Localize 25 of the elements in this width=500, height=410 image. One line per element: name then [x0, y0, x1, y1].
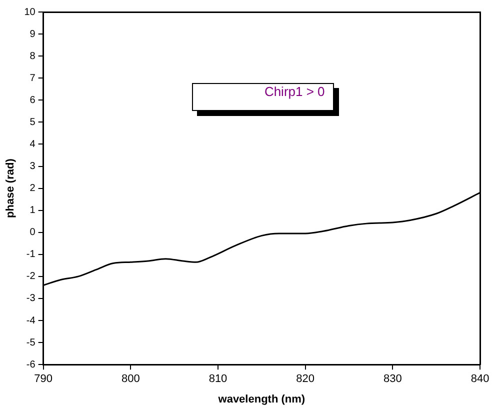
- x-tick-label: 820: [296, 373, 315, 386]
- y-tick-label: -1: [26, 249, 36, 260]
- x-tick-label: 830: [383, 373, 402, 386]
- y-tick-label: 5: [30, 116, 36, 128]
- y-tick-label: 4: [30, 138, 36, 150]
- y-tick-label: -2: [26, 271, 36, 282]
- y-tick-label: 9: [30, 28, 36, 40]
- y-tick-label: 2: [30, 183, 36, 194]
- y-tick-label: 8: [30, 50, 36, 62]
- y-tick-label: -6: [26, 359, 36, 370]
- y-tick-label: 0: [30, 227, 36, 238]
- y-axis-title: phase (rad): [4, 158, 17, 218]
- y-tick-label: 6: [30, 94, 36, 106]
- y-tick-label: -4: [26, 315, 36, 326]
- y-tick-label: 7: [30, 72, 36, 84]
- x-axis-title: wavelength (nm): [217, 393, 306, 406]
- y-tick-label: 1: [30, 205, 36, 216]
- x-tick-label: 840: [470, 373, 490, 386]
- y-tick-label: -3: [26, 293, 36, 304]
- y-tick-label: -5: [26, 337, 36, 348]
- x-tick-label: 810: [208, 373, 228, 386]
- x-tick-label: 800: [121, 373, 140, 386]
- x-tick-label: 790: [34, 373, 53, 386]
- y-tick-label: 10: [24, 6, 36, 18]
- y-tick-label: 3: [30, 161, 36, 172]
